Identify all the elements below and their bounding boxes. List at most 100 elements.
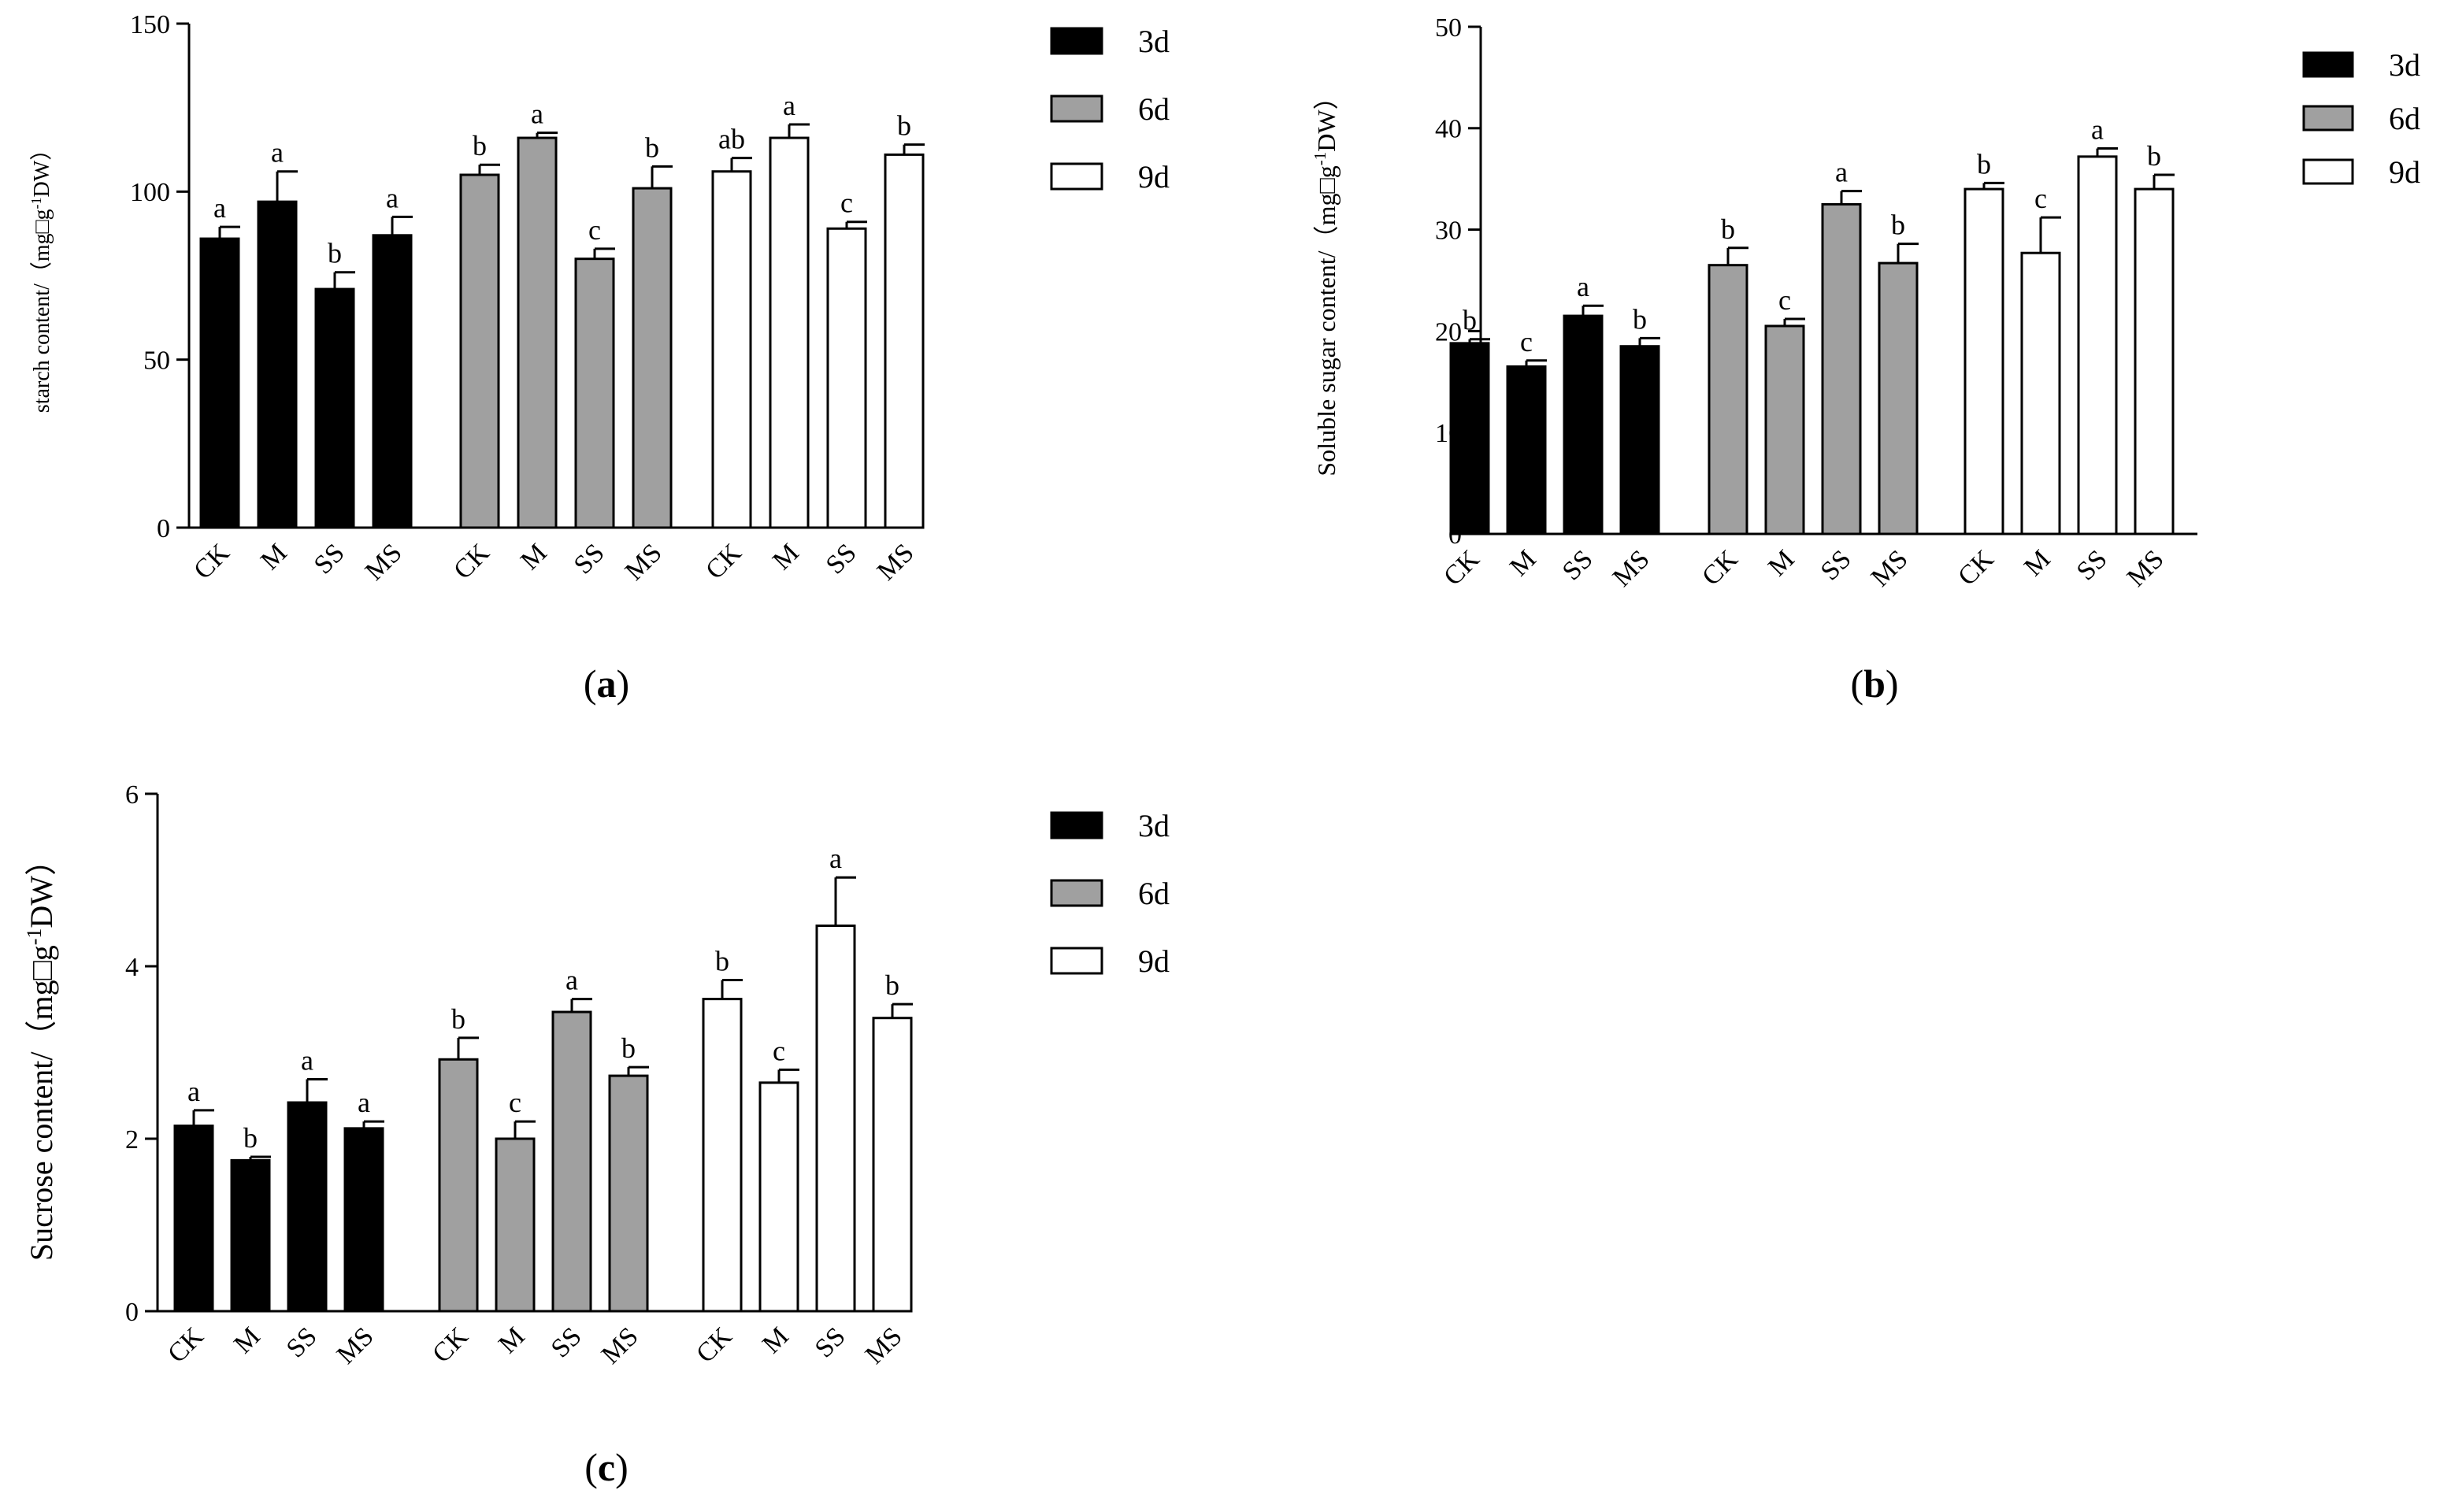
bar-6d-CK [459, 173, 500, 529]
legend: 3d 6d 9d [1050, 24, 1170, 195]
significance-letter: b [243, 1122, 258, 1154]
legend-label: 9d [1138, 943, 1170, 979]
y-tick-label: 50 [1435, 13, 1462, 43]
bar-3d-CK [173, 1125, 214, 1313]
legend-label: 6d [1138, 876, 1170, 911]
legend-swatch-3d [2302, 51, 2354, 78]
significance-letter: a [213, 192, 226, 224]
x-tick-label: CK [162, 1321, 210, 1369]
y-tick-label: 30 [1435, 217, 1462, 246]
x-tick-label: CK [448, 538, 495, 585]
x-tick-label: SS [810, 1321, 851, 1363]
x-tick-label: M [255, 538, 293, 576]
significance-letter: c [509, 1087, 521, 1118]
x-tick-label: CK [1438, 544, 1485, 591]
x-tick-label: M [515, 538, 553, 576]
bar-6d-MS [632, 187, 673, 529]
bar-6d-SS [1821, 202, 1862, 536]
bar-9d-M [769, 136, 810, 529]
legend-swatch-3d [1050, 27, 1103, 55]
legend-swatch-3d [1050, 811, 1103, 839]
y-tick-label: 20 [1435, 317, 1462, 346]
legend-label: 3d [1138, 808, 1170, 843]
significance-letter: a [1835, 157, 1848, 188]
y-tick-label: 4 [125, 953, 139, 982]
x-tick-label: MS [620, 538, 668, 586]
y-axis-label: Sucrose content/（mg□g-1DW） [23, 844, 60, 1261]
bar-3d-SS [314, 287, 355, 529]
bar-3d-CK [199, 237, 240, 529]
x-tick-label: SS [821, 538, 862, 580]
legend: 3d 6d 9d [2302, 47, 2420, 190]
bar-3d-M [257, 200, 298, 529]
significance-letter: b [1721, 213, 1735, 245]
x-tick-label: MS [860, 1321, 908, 1369]
significance-letter: b [897, 110, 911, 142]
x-tick-label: CK [427, 1321, 474, 1369]
x-tick-label: CK [700, 538, 747, 585]
bar-6d-MS [608, 1074, 649, 1313]
x-tick-label: M [2019, 544, 2056, 582]
y-axis-label: starch content/（mg□g-1DW） [28, 139, 54, 413]
x-tick-label: M [1504, 544, 1542, 582]
significance-letter: b [715, 946, 729, 977]
panel-label: (b) [1850, 662, 1898, 706]
x-tick-label: CK [1952, 544, 2000, 591]
y-tick-label: 150 [130, 10, 170, 39]
significance-letter: b [885, 969, 899, 1001]
significance-letter: a [829, 843, 842, 874]
legend-label: 3d [2389, 47, 2420, 83]
x-tick-label: MS [1866, 544, 1914, 592]
legend-label: 6d [1138, 91, 1170, 127]
bar-9d-MS [872, 1017, 913, 1313]
x-tick-label: SS [1557, 544, 1599, 586]
y-tick-label: 6 [125, 780, 139, 810]
bar-6d-M [517, 136, 558, 529]
y-tick-label: 0 [125, 1298, 139, 1327]
bar-3d-M [1506, 365, 1547, 536]
significance-letter: c [773, 1035, 785, 1066]
bar-3d-MS [1619, 345, 1660, 536]
significance-letter: b [1463, 305, 1477, 336]
y-tick-label: 50 [143, 346, 170, 376]
x-tick-label: SS [309, 538, 350, 580]
significance-letter: b [621, 1032, 636, 1064]
legend-swatch-6d [1050, 879, 1103, 907]
significance-letter: c [1778, 284, 1791, 316]
significance-letter: c [2034, 183, 2047, 214]
bar-6d-SS [574, 258, 615, 529]
significance-letter: a [783, 90, 795, 121]
significance-letter: a [566, 965, 578, 996]
legend-swatch-6d [2302, 105, 2354, 132]
legend: 3d 6d 9d [1050, 808, 1170, 979]
x-tick-label: SS [281, 1321, 323, 1363]
x-tick-label: MS [1608, 544, 1656, 592]
x-tick-label: M [493, 1321, 531, 1359]
x-tick-label: CK [691, 1321, 738, 1369]
significance-letter: a [358, 1087, 370, 1118]
bar-6d-MS [1878, 261, 1919, 536]
legend-swatch-9d [1050, 162, 1103, 191]
bar-6d-CK [1708, 264, 1748, 536]
significance-letter: a [531, 98, 543, 130]
bar-9d-SS [2077, 155, 2118, 536]
significance-letter: a [187, 1076, 200, 1107]
x-tick-label: SS [569, 538, 610, 580]
bar-9d-SS [826, 227, 867, 529]
significance-letter: a [271, 137, 284, 169]
significance-letter: a [1577, 271, 1589, 302]
significance-letter: b [1633, 303, 1647, 335]
bar-9d-CK [702, 998, 743, 1313]
x-tick-label: MS [360, 538, 408, 586]
x-tick-label: SS [546, 1321, 588, 1363]
x-tick-label: MS [872, 538, 920, 586]
legend-swatch-9d [1050, 947, 1103, 975]
chart-panel-b: 01020304050Soluble sugar content/（mg□g-1… [1311, 13, 2420, 706]
bar-9d-SS [815, 925, 856, 1313]
bar-6d-CK [438, 1058, 479, 1313]
x-tick-label: SS [1815, 544, 1857, 586]
bar-9d-CK [711, 170, 752, 529]
significance-letter: b [2147, 140, 2161, 172]
x-tick-label: M [1763, 544, 1800, 582]
